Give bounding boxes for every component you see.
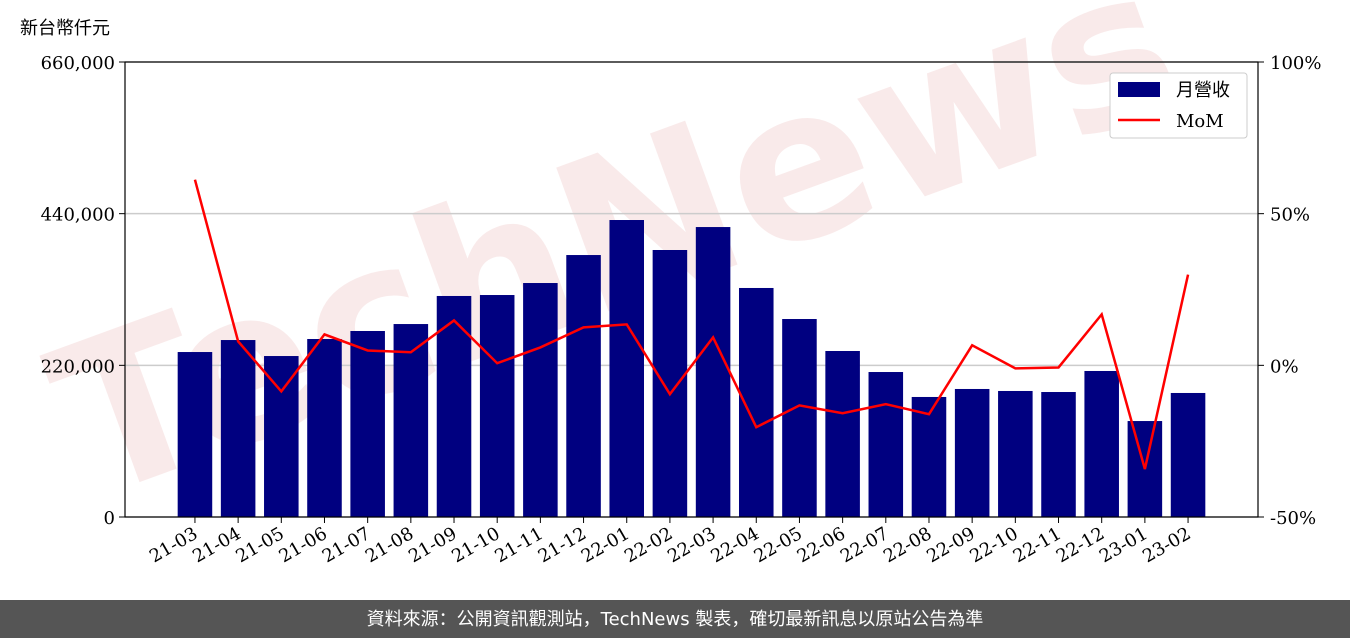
bar [393,324,429,517]
x-tick-label: 21-05 [232,523,287,567]
x-tick-label: 22-06 [794,523,849,567]
bar [177,352,213,517]
x-tick-label: 22-04 [707,523,762,567]
line [193,179,1190,470]
x-tick-label: 21-08 [362,523,417,567]
x-tick-label: 23-02 [1139,523,1194,567]
bar [998,390,1033,517]
x-tick-label: 21-10 [448,523,503,567]
y-tick-label: 220,000 [41,356,115,377]
bar [695,227,731,518]
bar [479,295,515,517]
bar [825,350,860,517]
y-tick-label: 0 [104,508,115,529]
bar [868,372,904,517]
y2-tick-label: -50% [1270,508,1316,529]
plot-frame [124,61,1259,518]
x-tick-label: 22-07 [837,523,892,567]
bar [911,396,947,517]
bar [220,340,256,517]
x-tick-label: 21-04 [189,523,244,567]
x-tick-label: 22-01 [578,523,633,567]
y-tick-label: 440,000 [41,205,115,226]
x-tick-label: 22-03 [664,523,719,567]
footer-bar [0,600,1350,638]
x-tick-label: 21-07 [319,523,374,567]
x-tick-label: 21-11 [491,523,546,567]
bar [523,283,558,517]
x-tick-label: 22-02 [621,523,676,567]
y-tick-label: 660,000 [41,53,115,74]
x-tick-label: 22-10 [966,523,1021,567]
bar [652,249,688,517]
x-tick-label: 23-01 [1096,523,1151,567]
x-tick-label: 22-08 [880,523,935,567]
y2-tick-label: 50% [1270,205,1310,226]
x-tick-label: 21-09 [405,523,460,567]
x-tick-label: 22-12 [1053,523,1108,567]
x-tick-label: 22-09 [923,523,978,567]
x-tick-label: 22-11 [1010,523,1065,567]
y2-tick-label: 100% [1270,53,1321,74]
x-tick-label: 21-06 [276,523,331,567]
footer: 資料來源：公開資訊觀測站，TechNews 製表，確切最新訊息以原站公告為準 [367,609,984,630]
y2-tick-label: 0% [1270,356,1299,377]
x-tick-label: 22-05 [751,523,806,567]
bar [1084,370,1119,517]
y-axis-unit: 新台幣仟元 [20,18,110,39]
x-tick-label: 21-12 [535,523,590,567]
bar [264,356,299,517]
bar [307,338,342,517]
legend-label: MoM [1176,111,1224,132]
bar [954,388,990,517]
bar [1041,392,1076,517]
bar [1170,392,1206,517]
bar [609,220,645,517]
bar [782,319,817,517]
bar [350,331,385,517]
bar [566,255,601,517]
legend-label: 月營收 [1176,80,1230,101]
legend-swatch [1118,82,1160,97]
